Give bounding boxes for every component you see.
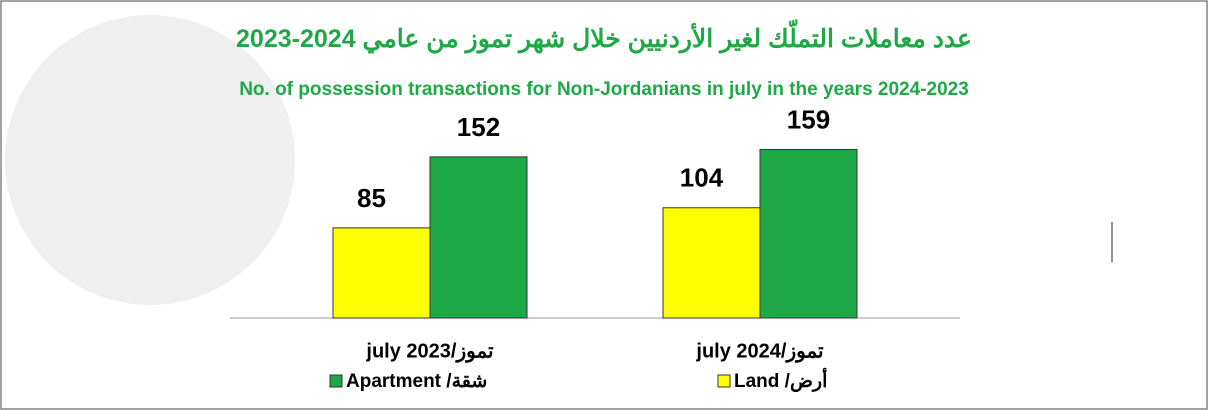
legend-label: Apartment /شقة [346,371,487,392]
bar [332,227,431,319]
chart-title: عدد معاملات التملّك لغير الأردنيين خلال … [236,25,972,53]
legend-swatch [717,374,731,388]
x-tick-label: july 2024/تموز [695,340,824,363]
data-label: 104 [680,163,724,193]
data-label: 159 [787,104,830,134]
bar [662,207,761,319]
legend-swatch [329,374,343,388]
bar [759,148,858,319]
x-tick-label: july 2023/تموز [365,340,494,363]
legend-label: Land /أرض [734,367,827,392]
watermark [5,15,295,305]
data-label: 85 [357,183,386,213]
bar [429,156,528,319]
data-label: 152 [457,112,500,142]
chart-subtitle: No. of possession transactions for Non-J… [239,79,969,100]
